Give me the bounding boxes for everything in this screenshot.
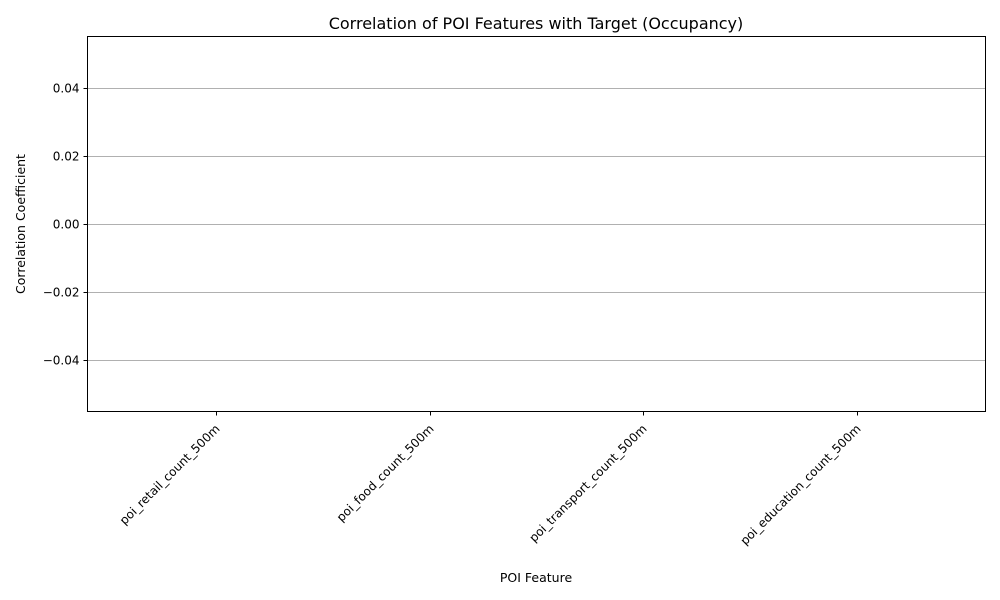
y-tick-label: 0.04 xyxy=(53,82,80,96)
x-tick-label: poi_retail_count_500m xyxy=(117,422,223,528)
chart-title: Correlation of POI Features with Target … xyxy=(329,14,744,33)
y-axis-ticks: −0.04 −0.02 0.00 0.02 0.04 xyxy=(43,82,88,368)
x-tick-label: poi_transport_count_500m xyxy=(526,422,649,545)
grid-lines xyxy=(87,88,986,361)
x-axis-label: POI Feature xyxy=(500,570,573,585)
x-tick-label: poi_education_count_500m xyxy=(738,422,864,548)
y-tick-label: 0.02 xyxy=(53,150,80,164)
x-axis-ticks: poi_retail_count_500m poi_food_count_500m… xyxy=(117,411,864,548)
y-tick-label: −0.04 xyxy=(43,354,80,368)
y-tick-label: −0.02 xyxy=(43,286,80,300)
y-tick-label: 0.00 xyxy=(53,218,80,232)
y-axis-label: Correlation Coefficient xyxy=(13,154,28,294)
x-tick-label: poi_food_count_500m xyxy=(334,422,437,525)
